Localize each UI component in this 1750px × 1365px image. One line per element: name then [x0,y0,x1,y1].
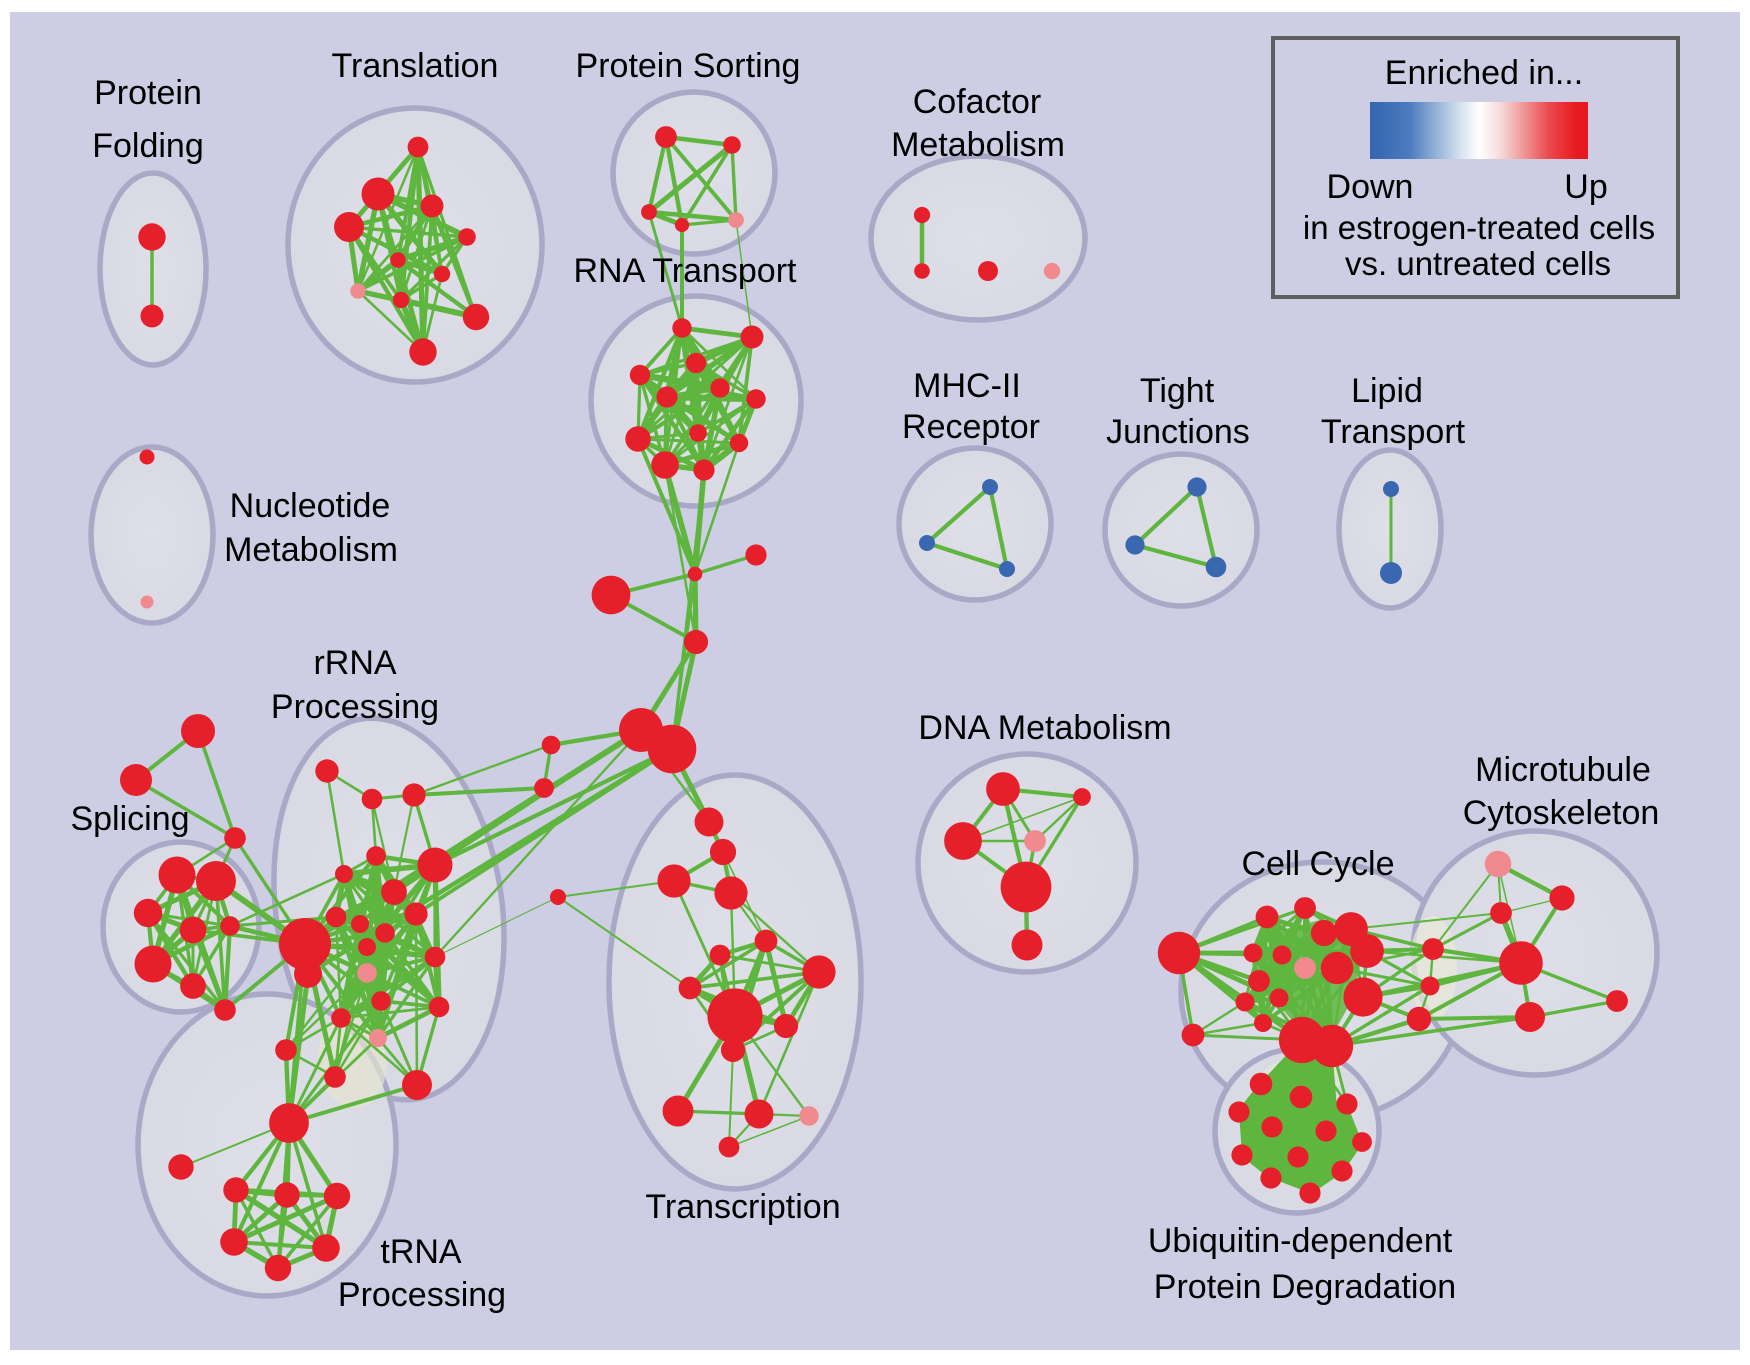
svg-text:DNA Metabolism: DNA Metabolism [918,709,1171,747]
svg-text:Nucleotide: Nucleotide [230,487,391,525]
svg-text:Processing: Processing [271,688,439,726]
svg-text:RNA Transport: RNA Transport [574,252,798,290]
svg-text:Lipid: Lipid [1351,372,1423,410]
svg-text:Up: Up [1564,168,1607,206]
svg-text:Processing: Processing [338,1276,506,1314]
svg-text:in estrogen-treated cells: in estrogen-treated cells [1303,209,1655,246]
svg-text:Protein Sorting: Protein Sorting [576,47,801,85]
svg-text:Protein Degradation: Protein Degradation [1154,1268,1456,1306]
svg-text:Splicing: Splicing [70,800,189,838]
svg-text:Microtubule: Microtubule [1475,751,1651,789]
svg-text:Transport: Transport [1321,413,1466,451]
svg-text:Cell Cycle: Cell Cycle [1241,845,1394,883]
svg-text:vs. untreated cells: vs. untreated cells [1345,245,1611,282]
svg-text:Receptor: Receptor [902,408,1040,446]
svg-text:Junctions: Junctions [1106,413,1250,451]
svg-text:MHC-II: MHC-II [913,367,1021,405]
svg-text:Ubiquitin-dependent: Ubiquitin-dependent [1148,1222,1453,1260]
svg-text:Metabolism: Metabolism [891,126,1065,164]
svg-text:Cytoskeleton: Cytoskeleton [1463,794,1660,832]
svg-text:rRNA: rRNA [313,644,396,682]
svg-text:Down: Down [1327,168,1414,206]
svg-text:Folding: Folding [92,127,204,165]
svg-text:Enriched in...: Enriched in... [1385,54,1583,92]
svg-text:Translation: Translation [332,47,499,85]
svg-text:tRNA: tRNA [380,1233,462,1271]
svg-text:Cofactor: Cofactor [913,83,1042,121]
svg-text:Metabolism: Metabolism [224,531,398,569]
svg-text:Transcription: Transcription [645,1188,840,1226]
svg-text:Protein: Protein [94,74,202,112]
svg-text:Tight: Tight [1140,372,1215,410]
